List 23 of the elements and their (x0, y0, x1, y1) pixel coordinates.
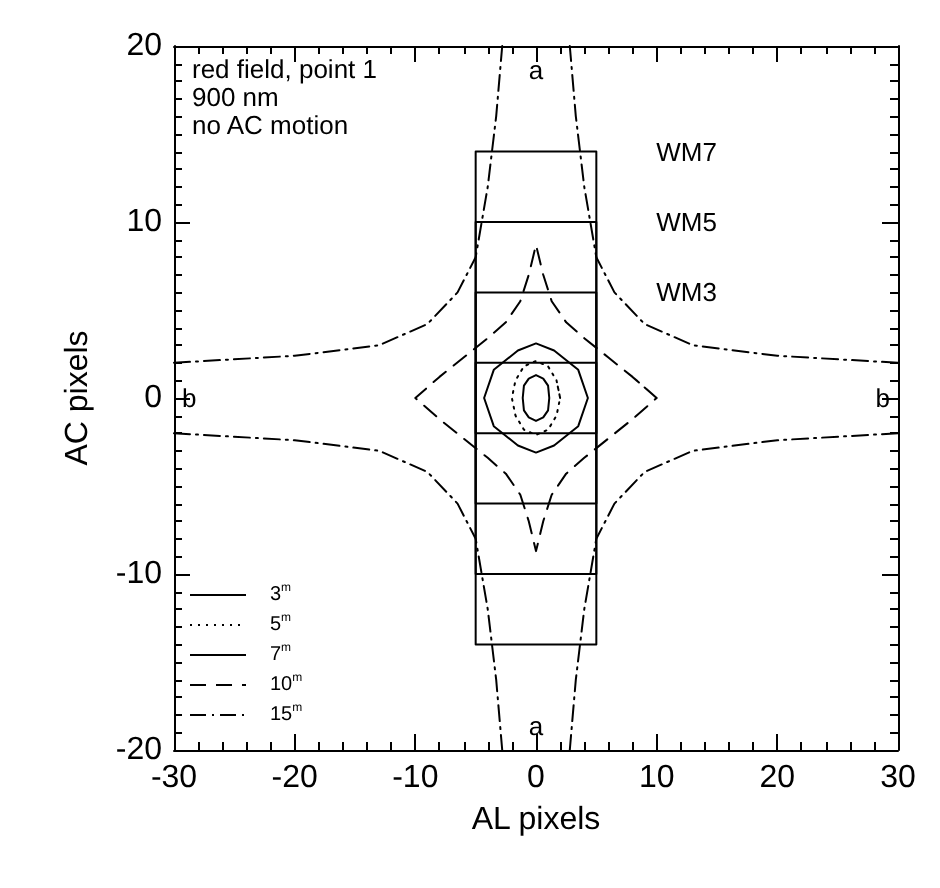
x-tick-label: 20 (759, 761, 796, 795)
annotation: no AC motion (192, 110, 349, 140)
x-tick-label: -20 (271, 761, 318, 795)
y-tick-label: -20 (115, 733, 163, 767)
annotation: red field, point 1 (192, 54, 378, 84)
y-tick-label: 20 (126, 29, 163, 63)
y-tick-label: -10 (115, 557, 163, 591)
annotation: a (528, 711, 545, 741)
annotation: b (182, 383, 197, 413)
annotation: 900 nm (192, 82, 279, 112)
text: WM5 (656, 207, 718, 237)
annotation: a (528, 55, 545, 85)
x-tick-label: 0 (527, 761, 546, 795)
x-tick-label: -10 (392, 761, 439, 795)
x-tick-label: 30 (880, 761, 916, 795)
text: WM7 (656, 136, 718, 167)
x-tick-label: -30 (150, 761, 198, 795)
x-axis-title: AL pixels (471, 802, 601, 837)
y-axis-title: AC pixels (60, 330, 95, 466)
y-tick-label: 10 (126, 205, 163, 239)
y-tick-label: 0 (144, 381, 163, 415)
text: WM3 (656, 277, 718, 308)
x-tick-label: 10 (638, 761, 675, 795)
